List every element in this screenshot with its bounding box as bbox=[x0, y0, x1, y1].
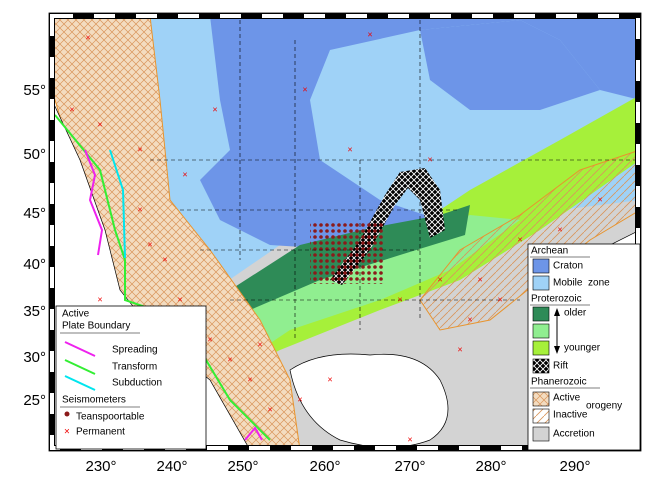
permanent-station: × bbox=[137, 204, 142, 214]
permanent-station: × bbox=[457, 344, 462, 354]
craton-region bbox=[200, 16, 638, 250]
permanent-station: × bbox=[247, 374, 252, 384]
permanent-station: × bbox=[177, 294, 182, 304]
lon-label: 290° bbox=[559, 458, 590, 475]
legend-item: Transform bbox=[112, 362, 157, 373]
permanent-station: × bbox=[212, 104, 217, 114]
legend-title: Plate Boundary bbox=[62, 321, 130, 332]
transportable-array bbox=[310, 222, 385, 284]
permanent-station: × bbox=[397, 294, 402, 304]
legend-item: younger bbox=[564, 343, 601, 354]
permanent-station: × bbox=[497, 294, 502, 304]
legend-item: orogeny bbox=[586, 401, 622, 412]
lat-label: 55° bbox=[23, 82, 46, 99]
permanent-station: × bbox=[97, 294, 102, 304]
permanent-station: × bbox=[182, 169, 187, 179]
permanent-station: × bbox=[162, 254, 167, 264]
legend-title: Proterozoic bbox=[531, 294, 582, 305]
legend-title: Active bbox=[62, 309, 90, 320]
permanent-station: × bbox=[85, 32, 90, 42]
permanent-station: × bbox=[69, 104, 74, 114]
legend-item: Rift bbox=[553, 361, 568, 372]
legend-title: Archean bbox=[531, 246, 568, 257]
permanent-station: × bbox=[207, 334, 212, 344]
permanent-station: × bbox=[147, 239, 152, 249]
legend-item: Craton bbox=[553, 261, 583, 272]
lon-label: 260° bbox=[309, 458, 340, 475]
legend-item: older bbox=[564, 308, 587, 319]
permanent-station: × bbox=[597, 194, 602, 204]
legend-item: Spreading bbox=[112, 345, 158, 356]
permanent-station: × bbox=[97, 119, 102, 129]
permanent-station: × bbox=[407, 434, 412, 444]
middle-region bbox=[200, 215, 520, 370]
permanent-station: × bbox=[557, 224, 562, 234]
map-body: ××××××××××××××××××××××××××××××××××× bbox=[52, 16, 638, 448]
permanent-station: × bbox=[137, 144, 142, 154]
lon-label: 250° bbox=[227, 458, 258, 475]
inactive-orogeny-region bbox=[419, 150, 638, 331]
lat-label: 25° bbox=[23, 392, 46, 409]
lat-label: 45° bbox=[23, 205, 46, 222]
permanent-station: × bbox=[477, 274, 482, 284]
right-legend: Archean Craton Mobile zone Proterozoic o… bbox=[527, 243, 641, 451]
permanent-station: × bbox=[437, 274, 442, 284]
legend-item: Mobile zone bbox=[553, 278, 610, 289]
lon-label: 240° bbox=[156, 458, 187, 475]
legend-item: Teanspoortable bbox=[76, 412, 145, 423]
legend-title: Phanerozoic bbox=[531, 377, 587, 388]
permanent-station: × bbox=[327, 374, 332, 384]
permanent-station: × bbox=[367, 29, 372, 39]
lat-label: 40° bbox=[23, 256, 46, 273]
legend-item: Subduction bbox=[112, 378, 162, 389]
permanent-station: × bbox=[257, 339, 262, 349]
permanent-station: × bbox=[302, 84, 307, 94]
permanent-station: × bbox=[467, 314, 472, 324]
legend-item: Permanent bbox=[76, 427, 125, 438]
legend-item: Active bbox=[553, 393, 581, 404]
legend-item: Accretion bbox=[553, 429, 595, 440]
lon-label: 270° bbox=[394, 458, 425, 475]
svg-text:×: × bbox=[64, 427, 70, 438]
lon-label: 230° bbox=[85, 458, 116, 475]
permanent-station: × bbox=[227, 354, 232, 364]
left-legend: Active Plate Boundary Spreading Transfor… bbox=[55, 305, 207, 450]
lat-label: 50° bbox=[23, 146, 46, 163]
permanent-station: × bbox=[427, 154, 432, 164]
legend-title: Seismometers bbox=[62, 395, 126, 406]
lat-label: 30° bbox=[23, 349, 46, 366]
lon-label: 280° bbox=[475, 458, 506, 475]
permanent-station: × bbox=[267, 404, 272, 414]
permanent-station: × bbox=[347, 144, 352, 154]
lat-label: 35° bbox=[23, 303, 46, 320]
legend-item: Inactive bbox=[553, 410, 588, 421]
permanent-station: × bbox=[517, 234, 522, 244]
permanent-station: × bbox=[297, 394, 302, 404]
